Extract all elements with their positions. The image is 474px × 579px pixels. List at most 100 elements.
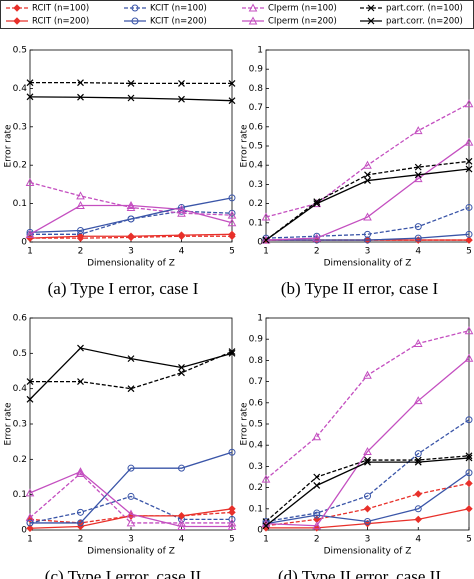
data-point	[76, 200, 85, 210]
series-line	[265, 206, 470, 239]
data-point	[414, 450, 422, 458]
y-tick-label: 0	[257, 238, 263, 248]
legend-marker	[131, 17, 139, 25]
data-point	[178, 95, 185, 103]
data-point	[177, 231, 186, 239]
legend-label: part.corr. (n=200)	[386, 17, 463, 27]
series-line	[29, 470, 232, 528]
x-tick-label: 4	[415, 535, 421, 545]
data-point	[25, 229, 35, 238]
y-tick-label: 0.9	[249, 335, 264, 345]
data-point	[228, 230, 236, 239]
data-point	[414, 171, 422, 179]
data-point	[465, 469, 473, 477]
y-tick-label: 0.3	[13, 420, 27, 430]
legend-marker	[13, 17, 21, 25]
data-point	[178, 79, 185, 87]
legend-marker	[131, 4, 139, 12]
y-tick-label: 0.5	[13, 46, 27, 56]
data-point	[364, 177, 371, 184]
plot-area	[265, 49, 470, 243]
x-tick-label: 2	[314, 535, 320, 545]
data-point	[227, 521, 237, 530]
y-axis-label: Error rate	[240, 124, 250, 168]
data-point	[414, 505, 422, 513]
data-point	[126, 202, 136, 211]
x-axis-label: Dimensionality of Z	[87, 259, 175, 269]
data-point	[228, 349, 236, 357]
y-tick-label: 0.6	[249, 122, 264, 132]
data-point	[177, 204, 186, 213]
series-line	[265, 419, 470, 523]
data-point	[364, 458, 371, 466]
data-point	[363, 519, 372, 528]
data-point	[261, 212, 271, 221]
legend-box	[0, 0, 474, 29]
y-tick-label: 0.5	[13, 349, 27, 359]
y-tick-label: 0.2	[13, 161, 27, 171]
x-axis-label: Dimensionality of Z	[324, 547, 412, 557]
y-tick-label: 0.2	[249, 483, 263, 493]
data-point	[126, 200, 136, 210]
x-tick-label: 4	[179, 535, 185, 545]
x-tick-label: 3	[365, 535, 371, 545]
legend-label: part.corr. (n=100)	[386, 4, 463, 14]
y-tick-label: 0.3	[13, 122, 27, 132]
data-point	[261, 235, 271, 244]
series-line	[29, 511, 233, 524]
data-point	[177, 512, 186, 520]
data-point	[127, 94, 135, 102]
data-point	[76, 232, 85, 240]
data-point	[464, 99, 474, 108]
data-point	[364, 236, 371, 244]
data-point	[465, 236, 473, 244]
data-point	[127, 79, 135, 87]
y-tick-label: 0	[21, 238, 27, 248]
data-point	[414, 490, 422, 498]
y-tick-label: 1	[257, 46, 263, 56]
data-point	[464, 353, 474, 362]
x-tick-label: 5	[466, 247, 472, 257]
data-point	[261, 474, 271, 483]
legend-label: KCIT (n=200)	[150, 17, 207, 27]
data-point	[465, 454, 473, 462]
data-point	[313, 509, 321, 517]
y-tick-label: 0.9	[249, 65, 264, 75]
data-point	[464, 137, 474, 146]
data-point	[414, 234, 422, 242]
y-tick-label: 0.4	[13, 84, 28, 94]
y-tick-label: 0.1	[13, 490, 27, 500]
data-point	[313, 200, 321, 208]
data-point	[228, 194, 236, 202]
data-point	[178, 464, 185, 472]
data-point	[76, 467, 85, 476]
data-point	[77, 226, 84, 234]
data-point	[127, 492, 135, 500]
y-axis-label: Error rate	[4, 124, 14, 168]
legend-marker	[13, 4, 21, 12]
x-tick-label: 1	[263, 535, 269, 545]
data-point	[363, 447, 372, 456]
y-axis-label: Error rate	[240, 402, 250, 446]
data-point	[465, 203, 473, 211]
series-line	[29, 204, 233, 235]
data-point	[228, 209, 236, 217]
data-point	[77, 378, 84, 386]
y-tick-label: 0.7	[249, 103, 263, 113]
x-tick-label: 4	[179, 247, 185, 257]
data-point	[127, 464, 135, 472]
data-point	[312, 233, 322, 242]
data-point	[77, 508, 84, 516]
data-point	[25, 513, 35, 522]
data-point	[313, 473, 321, 481]
data-point	[227, 218, 237, 227]
data-point	[77, 344, 84, 352]
data-point	[26, 93, 34, 101]
data-point	[364, 518, 371, 526]
legend-label: CIperm (n=100)	[268, 4, 337, 14]
data-point	[464, 326, 474, 335]
y-tick-label: 0.4	[249, 441, 264, 451]
y-tick-label: 0.7	[249, 377, 263, 387]
data-point	[313, 198, 321, 206]
